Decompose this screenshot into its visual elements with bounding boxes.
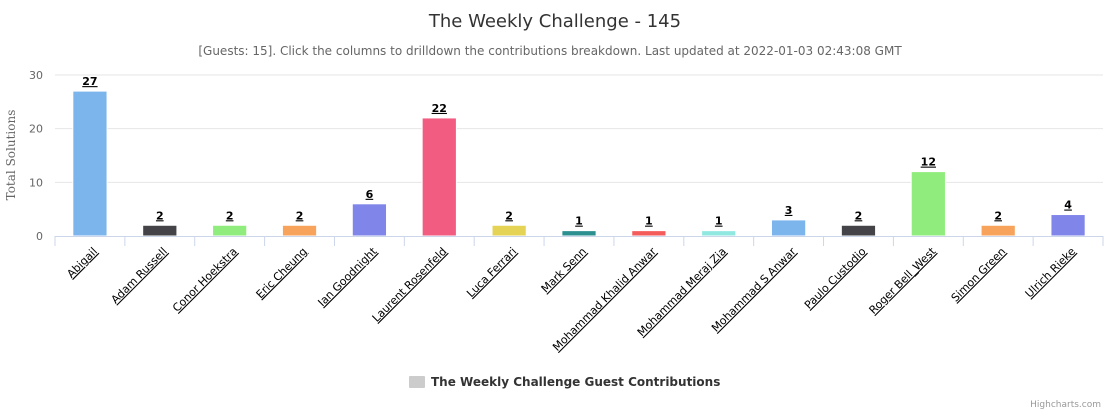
data-label[interactable]: 6: [366, 188, 374, 201]
y-tick-label: 20: [29, 123, 43, 136]
data-label[interactable]: 2: [156, 209, 164, 222]
bar[interactable]: [212, 224, 248, 237]
x-axis: [54, 236, 1104, 246]
bar[interactable]: [980, 224, 1016, 237]
data-label[interactable]: 1: [645, 215, 653, 228]
x-tick-label[interactable]: Paulo Custodio: [802, 245, 869, 312]
y-tick-label: 30: [29, 69, 43, 82]
bar[interactable]: [491, 224, 527, 237]
data-label[interactable]: 2: [855, 209, 863, 222]
x-tick-label[interactable]: Conor Hoekstra: [170, 245, 240, 315]
x-tick-label[interactable]: Ian Goodnight: [315, 244, 380, 309]
bar[interactable]: [421, 117, 457, 237]
y-tick-label: 0: [36, 230, 43, 243]
data-label[interactable]: 2: [296, 209, 304, 222]
data-label[interactable]: 3: [785, 204, 793, 217]
bar[interactable]: [142, 224, 178, 237]
x-tick-label[interactable]: Eric Cheung: [253, 245, 309, 301]
legend-swatch[interactable]: [409, 376, 425, 388]
y-tick-label: 10: [29, 176, 43, 189]
y-axis-label: Total Solutions: [4, 110, 18, 201]
data-label[interactable]: 2: [994, 209, 1002, 222]
legend-item[interactable]: The Weekly Challenge Guest Contributions: [409, 375, 720, 389]
x-tick-label[interactable]: Luca Ferrari: [464, 245, 519, 300]
chart-subtitle: [Guests: 15]. Click the columns to drill…: [198, 44, 902, 58]
bar[interactable]: [701, 230, 737, 237]
bar[interactable]: [72, 90, 108, 237]
gridlines: [55, 74, 1103, 183]
credits-link[interactable]: Highcharts.com: [1030, 400, 1101, 410]
bar[interactable]: [281, 224, 318, 237]
y-axis-ticks: 0 10 20 30: [29, 69, 43, 243]
data-label[interactable]: 1: [715, 215, 723, 228]
x-tick-label[interactable]: Adam Russell: [109, 245, 170, 306]
x-tick-label[interactable]: Abigail: [64, 245, 100, 281]
legend-label[interactable]: The Weekly Challenge Guest Contributions: [431, 375, 720, 389]
data-label[interactable]: 27: [82, 75, 97, 88]
x-axis-ticks: Abigail Adam Russell Conor Hoekstra Eric Ch…: [64, 244, 1078, 353]
bar[interactable]: [910, 171, 946, 237]
data-label[interactable]: 12: [921, 156, 936, 169]
data-label[interactable]: 2: [505, 209, 513, 222]
chart-title: The Weekly Challenge - 145: [428, 11, 681, 32]
data-label[interactable]: 1: [575, 215, 583, 228]
bar[interactable]: [840, 224, 877, 237]
x-tick-label[interactable]: Ulrich Rieke: [1023, 245, 1079, 301]
data-label[interactable]: 4: [1064, 199, 1072, 212]
bar[interactable]: [351, 203, 388, 237]
x-tick-label[interactable]: Roger Bell_West: [867, 244, 939, 316]
data-label[interactable]: 2: [226, 209, 234, 222]
x-tick-label[interactable]: Mark Senn: [539, 245, 589, 295]
bar[interactable]: [1050, 214, 1086, 237]
bar[interactable]: [631, 230, 667, 237]
bar[interactable]: [561, 230, 597, 237]
data-label[interactable]: 22: [432, 102, 447, 115]
bars: [72, 90, 1086, 237]
bar[interactable]: [770, 219, 807, 237]
x-tick-label[interactable]: Laurent Rosenfeld: [370, 245, 450, 325]
x-tick-label[interactable]: Simon Green: [949, 245, 1009, 305]
